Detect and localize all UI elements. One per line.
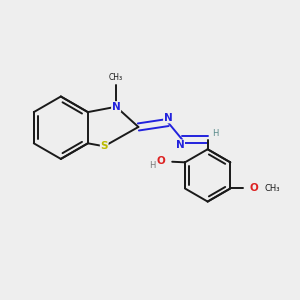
Text: N: N [112,102,121,112]
Text: N: N [164,113,172,123]
Text: H: H [149,161,156,170]
Text: CH₃: CH₃ [109,73,123,82]
Text: O: O [250,183,259,193]
Text: O: O [157,156,165,167]
Text: S: S [100,141,108,151]
Text: H: H [212,129,219,138]
Text: CH₃: CH₃ [265,184,280,193]
Text: N: N [176,140,184,150]
